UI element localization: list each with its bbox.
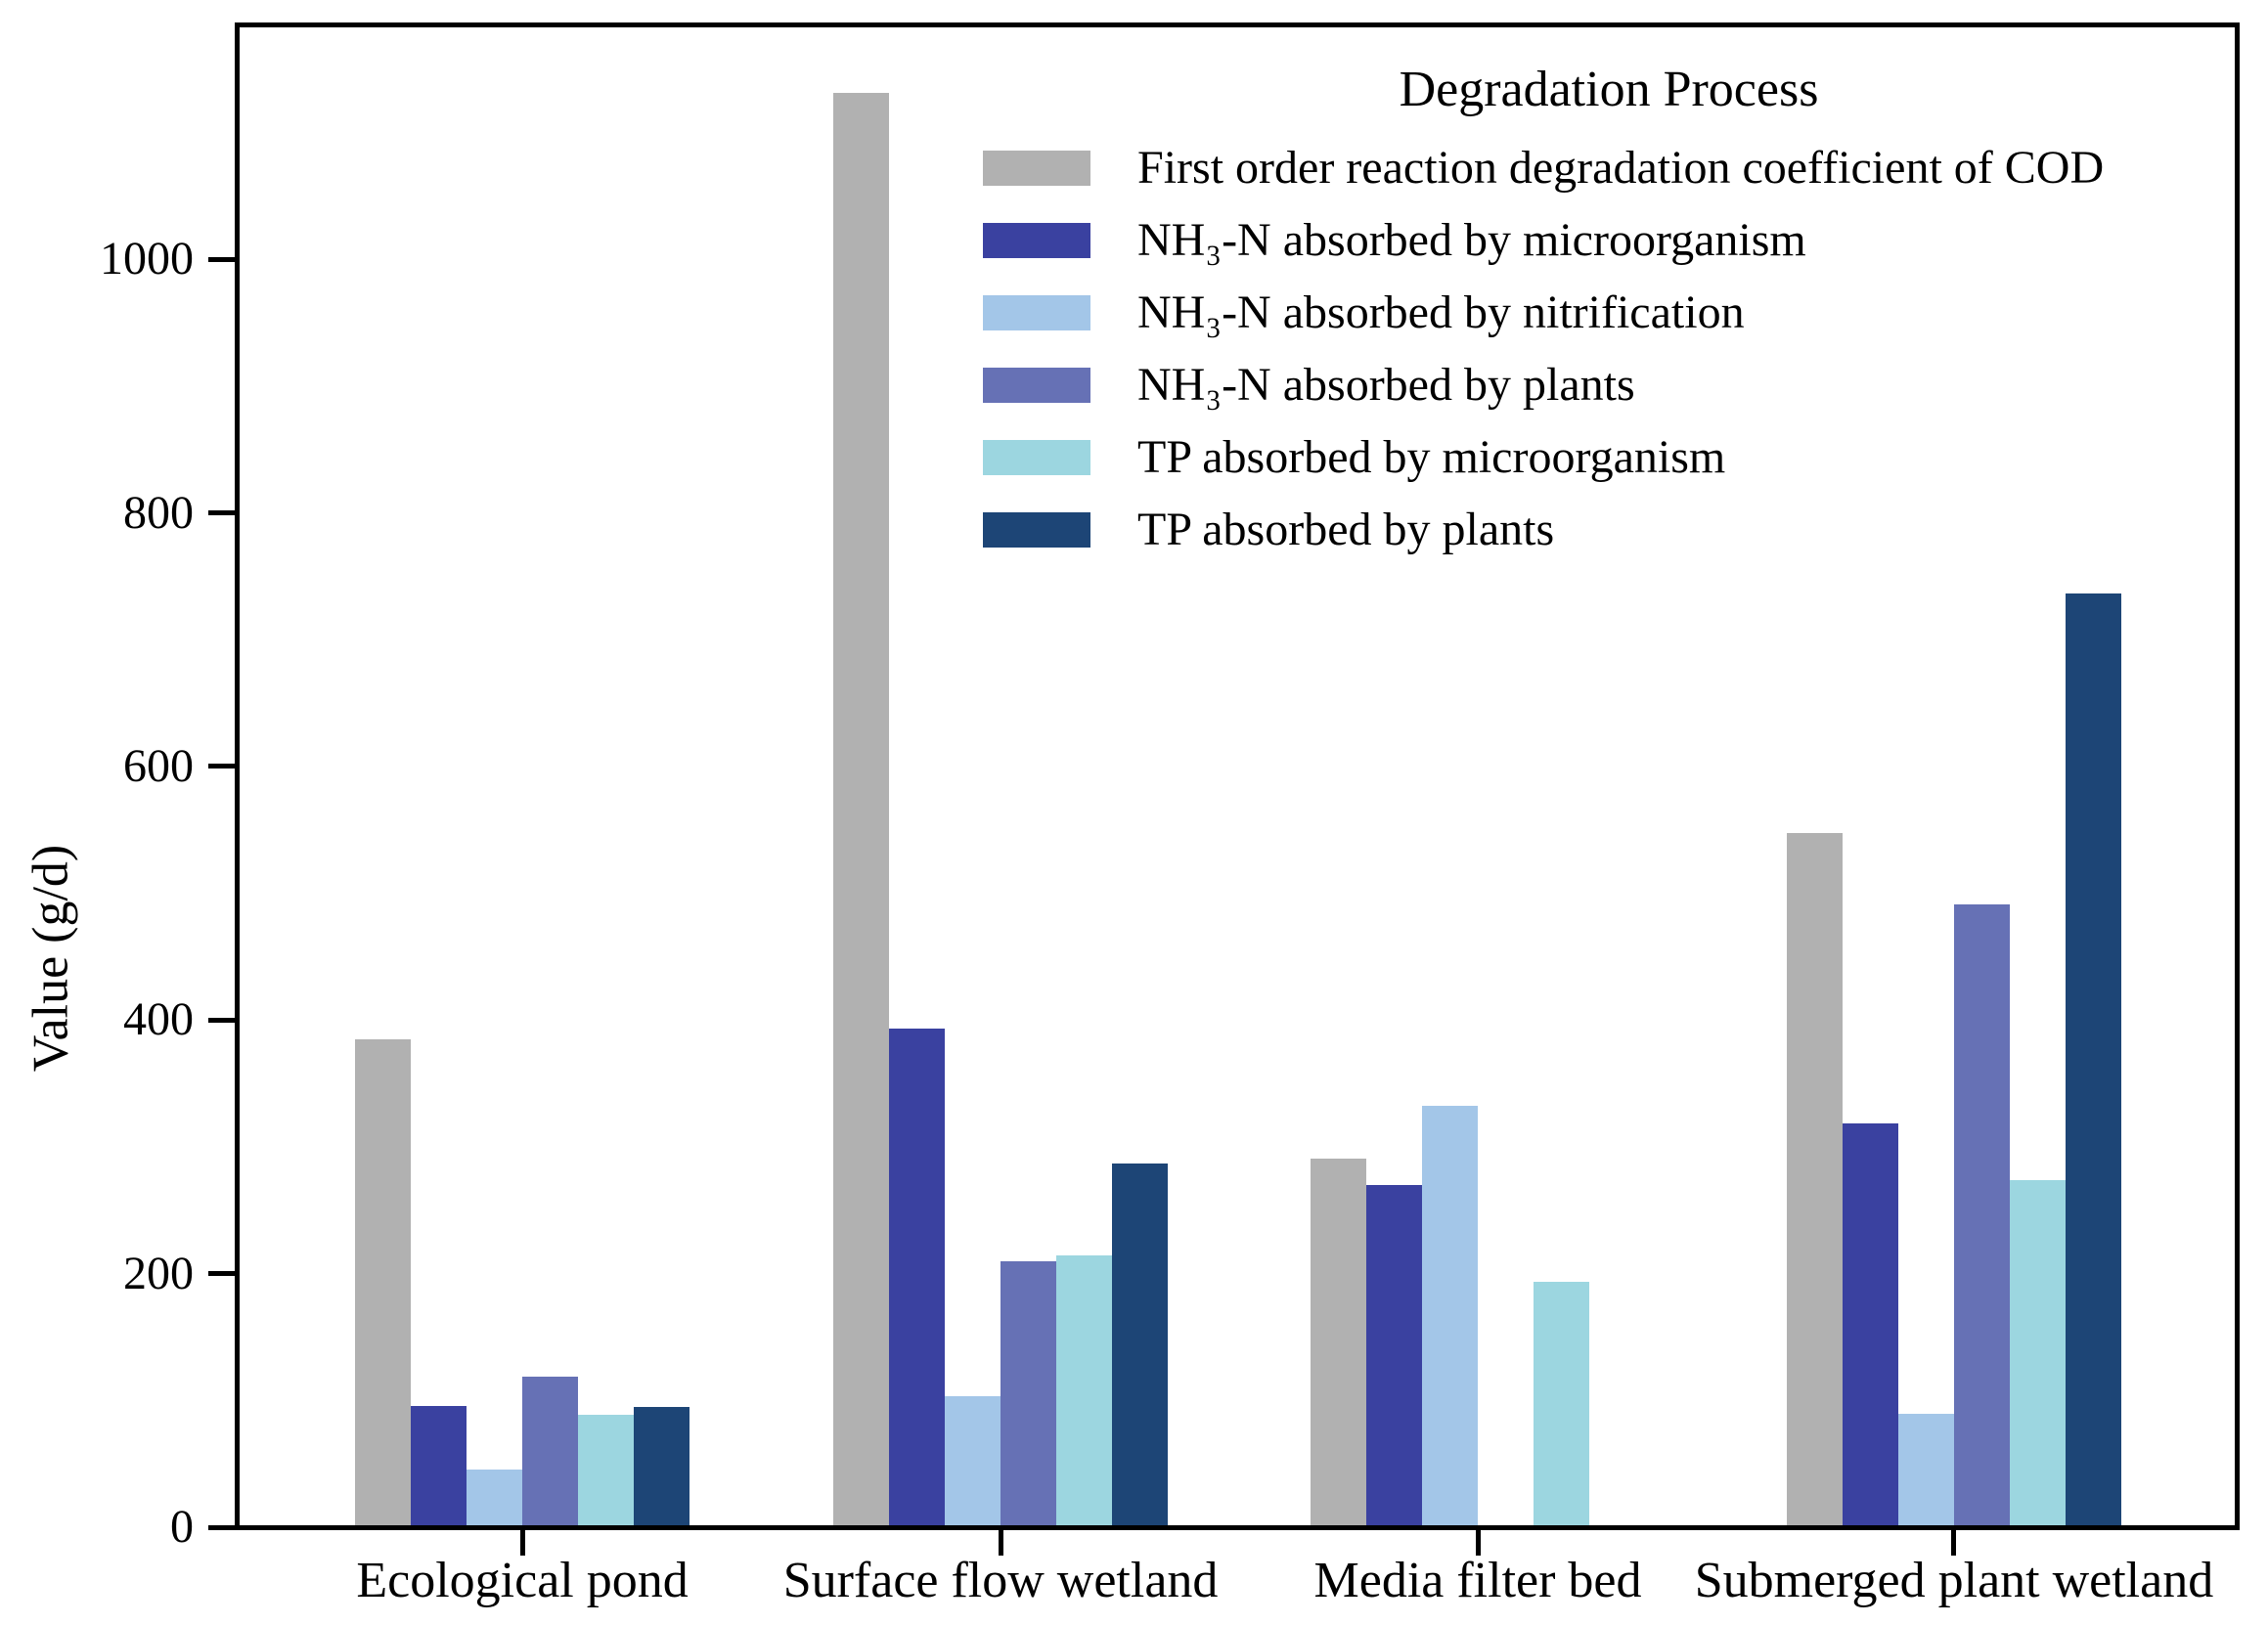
x-tick-label: Surface flow wetland (782, 1553, 1219, 1608)
bar-3-5 (1534, 1282, 1590, 1525)
bar-2-2 (889, 1028, 946, 1525)
bar-4-6 (2065, 593, 2121, 1525)
bar-1-2 (411, 1406, 467, 1525)
bar-1-4 (522, 1377, 579, 1525)
legend-label: First order reaction degradation coeffic… (1137, 142, 2105, 194)
bar-2-6 (1112, 1164, 1169, 1525)
y-tick-label: 0 (170, 1501, 194, 1553)
bar-4-2 (1842, 1122, 1898, 1525)
bar-4-3 (1897, 1413, 1954, 1525)
legend-label: TP absorbed by microorganism (1137, 431, 1726, 483)
y-tick-label: 1000 (100, 233, 194, 285)
bar-2-4 (1001, 1261, 1057, 1525)
x-tick-label: Ecological pond (356, 1553, 689, 1608)
bar-4-1 (1786, 832, 1843, 1525)
bar-2-5 (1056, 1254, 1113, 1525)
bar-3-3 (1422, 1105, 1479, 1525)
legend-swatch (983, 439, 1090, 475)
legend-item-3: NH₃-N absorbed by nitrification (983, 286, 2235, 338)
y-tick-label: 400 (123, 993, 194, 1046)
legend-swatch (983, 294, 1090, 330)
legend-swatch (983, 150, 1090, 186)
y-tick-label: 200 (123, 1247, 194, 1299)
legend-title: Degradation Process (1399, 62, 1819, 117)
bar-4-4 (1953, 903, 2010, 1525)
legend-label: NH₃-N absorbed by microorganism (1137, 214, 1806, 266)
legend-item-2: NH₃-N absorbed by microorganism (983, 214, 2235, 266)
legend: Degradation Process First order reaction… (983, 62, 2235, 555)
plot-box (235, 22, 2240, 1530)
plot-area (240, 27, 2235, 1525)
x-tick-mark (1951, 1530, 1957, 1556)
bar-1-3 (467, 1469, 523, 1525)
legend-label: TP absorbed by plants (1137, 504, 1555, 555)
bar-4-5 (2009, 1180, 2066, 1525)
y-tick-mark (208, 1017, 235, 1023)
bar-3-2 (1366, 1185, 1423, 1525)
legend-swatch (983, 222, 1090, 258)
y-tick-mark (208, 1271, 235, 1277)
legend-swatch (983, 367, 1090, 403)
x-tick-mark (998, 1530, 1003, 1556)
legend-item-1: First order reaction degradation coeffic… (983, 142, 2235, 194)
bar-2-3 (945, 1395, 1001, 1525)
bar-1-6 (634, 1407, 690, 1525)
legend-item-4: NH₃-N absorbed by plants (983, 359, 2235, 411)
legend-item-6: TP absorbed by plants (983, 504, 2235, 555)
legend-item-5: TP absorbed by microorganism (983, 431, 2235, 483)
y-tick-label: 600 (123, 739, 194, 792)
legend-label: NH₃-N absorbed by plants (1137, 359, 1635, 411)
y-tick-mark (208, 1524, 235, 1530)
bar-3-1 (1311, 1159, 1367, 1525)
bar-1-1 (355, 1039, 412, 1525)
legend-items: First order reaction degradation coeffic… (983, 142, 2235, 555)
y-tick-label: 800 (123, 486, 194, 539)
legend-swatch (983, 511, 1090, 548)
y-tick-mark (208, 510, 235, 516)
x-tick-label: Submerged plant wetland (1694, 1553, 2214, 1608)
y-tick-mark (208, 256, 235, 262)
y-tick-mark (208, 764, 235, 769)
x-tick-label: Media filter bed (1313, 1553, 1642, 1608)
bar-2-1 (833, 92, 890, 1525)
legend-label: NH₃-N absorbed by nitrification (1137, 286, 1745, 338)
x-tick-mark (1475, 1530, 1481, 1556)
x-tick-mark (519, 1530, 525, 1556)
bar-1-5 (578, 1415, 635, 1525)
